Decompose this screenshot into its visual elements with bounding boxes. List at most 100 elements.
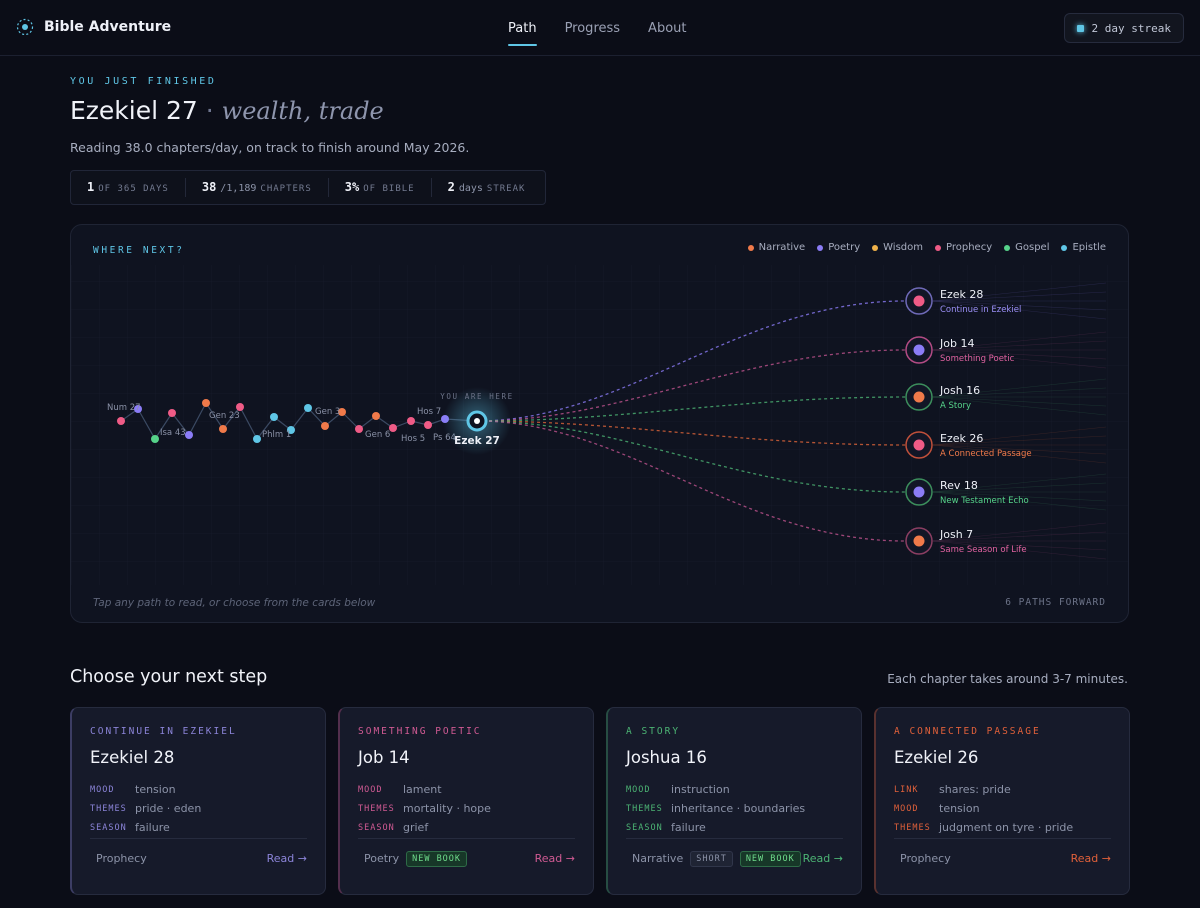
- read-link[interactable]: Read →: [1070, 852, 1111, 865]
- read-link[interactable]: Read →: [266, 852, 307, 865]
- history-node[interactable]: [424, 421, 432, 429]
- path-fade-line: [932, 491, 1107, 502]
- path-line[interactable]: [476, 300, 906, 422]
- attribute-value: mortality · hope: [403, 802, 491, 815]
- legend-label: Gospel: [1015, 242, 1050, 253]
- card-tag: A CONNECTED PASSAGE: [894, 726, 1041, 737]
- nav-link-path[interactable]: Path: [508, 20, 537, 46]
- card-badge: NEW BOOK: [406, 850, 468, 867]
- path-fade-line: [932, 473, 1107, 493]
- next-step-card[interactable]: CONTINUE IN EZEKIEL Ezekiel 28 MOOD tension…: [70, 707, 326, 895]
- card-attribute-row: SEASON failure: [626, 818, 805, 837]
- destination-label[interactable]: Ezek 28: [940, 288, 983, 301]
- destination-label[interactable]: Job 14: [939, 337, 974, 350]
- attribute-key: THEMES: [90, 803, 127, 814]
- path-fade-line: [932, 482, 1107, 493]
- card-tag: A STORY: [626, 726, 681, 737]
- streak-label: 2 day streak: [1091, 21, 1171, 35]
- path-line[interactable]: [476, 420, 906, 493]
- destination-label[interactable]: Ezek 26: [940, 432, 983, 445]
- chapter-themes: wealth, trade: [221, 97, 384, 125]
- history-node[interactable]: [168, 409, 176, 417]
- next-step-card[interactable]: SOMETHING POETIC Job 14 MOOD lament THEMES mo…: [338, 707, 594, 895]
- attribute-key: MOOD: [626, 784, 651, 795]
- history-node[interactable]: [253, 435, 261, 443]
- card-badge: NEW BOOK: [739, 850, 801, 867]
- legend-item-narrative: Narrative: [747, 242, 805, 253]
- attribute-value: failure: [671, 821, 706, 834]
- stat-streak: 2 days STREAK: [432, 178, 542, 197]
- card-attributes: LINK shares: pride MOOD tension THEMES judgme…: [894, 780, 1073, 837]
- history-node[interactable]: [355, 425, 363, 433]
- destination-label[interactable]: Josh 7: [939, 528, 973, 541]
- attribute-key: MOOD: [894, 803, 919, 814]
- history-node[interactable]: [202, 399, 210, 407]
- destination-sublabel: A Connected Passage: [940, 449, 1032, 459]
- history-label: Phlm 1: [262, 430, 291, 440]
- streak-pill[interactable]: 2 day streak: [1063, 13, 1184, 43]
- current-node-core: [474, 418, 480, 424]
- history-node[interactable]: [117, 417, 125, 425]
- attribute-key: SEASON: [358, 822, 395, 833]
- path-map-canvas: Num 27 Isa 43 Gen 23 Phlm 1 Gen 3 Gen 6 Hos 7 H…: [71, 265, 1128, 585]
- history-label: Hos 5: [401, 434, 425, 444]
- attribute-key: THEMES: [894, 822, 931, 833]
- legend-item-prophecy: Prophecy: [935, 242, 992, 253]
- read-link[interactable]: Read →: [534, 852, 575, 865]
- history-node[interactable]: [304, 404, 312, 412]
- legend-item-epistle: Epistle: [1061, 242, 1106, 253]
- legend-label: Epistle: [1072, 242, 1106, 253]
- legend-dot-icon: [747, 244, 754, 251]
- legend-dot-icon: [935, 244, 941, 251]
- history-node[interactable]: [219, 425, 227, 433]
- history-node[interactable]: [407, 417, 415, 425]
- path-map: Num 27 Isa 43 Gen 23 Phlm 1 Gen 3 Gen 6 Hos 7 H…: [70, 224, 1129, 623]
- title-separator: ·: [205, 96, 214, 125]
- map-grid: [71, 265, 1128, 585]
- reading-pace: Reading 38.0 chapters/day, on track to f…: [70, 140, 470, 155]
- history-node[interactable]: [321, 422, 329, 430]
- history-node[interactable]: [185, 431, 193, 439]
- history-node[interactable]: [134, 405, 142, 413]
- genre-legend: Narrative Poetry Wisdom Prophecy Gospel Epist…: [747, 242, 1106, 253]
- card-title: Ezekiel 28: [90, 748, 175, 767]
- destination-dot: [913, 486, 925, 498]
- legend-dot-icon: [817, 244, 824, 251]
- history-node[interactable]: [287, 426, 295, 434]
- attribute-value: tension: [939, 802, 980, 815]
- attribute-value: pride · eden: [135, 802, 202, 815]
- path-fade-line: [932, 444, 1107, 464]
- legend-label: Wisdom: [883, 242, 923, 253]
- path-line[interactable]: [476, 349, 906, 422]
- destination-label[interactable]: Josh 16: [939, 384, 980, 397]
- nav-link-progress[interactable]: Progress: [564, 20, 621, 36]
- path-fade-line: [932, 378, 1107, 398]
- history-node[interactable]: [270, 413, 278, 421]
- read-link[interactable]: Read →: [802, 852, 843, 865]
- attribute-value: failure: [135, 821, 170, 834]
- nav-link-about[interactable]: About: [648, 20, 687, 36]
- path-fade-line: [932, 540, 1107, 551]
- next-step-card[interactable]: A STORY Joshua 16 MOOD instruction THEMES inh…: [606, 707, 862, 895]
- history-node[interactable]: [236, 403, 244, 411]
- brand[interactable]: Bible Adventure: [16, 18, 171, 36]
- destination-dot: [913, 535, 925, 547]
- path-fade-line: [932, 444, 1107, 455]
- history-node[interactable]: [372, 412, 380, 420]
- legend-item-wisdom: Wisdom: [872, 242, 923, 253]
- destination-dot: [913, 439, 925, 451]
- destination-label[interactable]: Rev 18: [940, 479, 978, 492]
- card-footer: Prophecy Read →: [894, 838, 1111, 878]
- history-node[interactable]: [338, 408, 346, 416]
- card-attribute-row: THEMES judgment on tyre · pride: [894, 818, 1073, 837]
- path-line[interactable]: [476, 420, 906, 542]
- stat-total: /1,189: [220, 183, 257, 194]
- stat-value: 3%: [344, 180, 360, 194]
- reading-time-note: Each chapter takes around 3-7 minutes.: [887, 672, 1128, 686]
- card-category: Narrative: [632, 852, 684, 865]
- choose-title: Choose your next step: [70, 667, 268, 687]
- history-node[interactable]: [151, 435, 159, 443]
- destination-sublabel: Continue in Ezekiel: [940, 305, 1021, 315]
- next-step-card[interactable]: A CONNECTED PASSAGE Ezekiel 26 LINK shares:…: [874, 707, 1130, 895]
- history-node[interactable]: [389, 424, 397, 432]
